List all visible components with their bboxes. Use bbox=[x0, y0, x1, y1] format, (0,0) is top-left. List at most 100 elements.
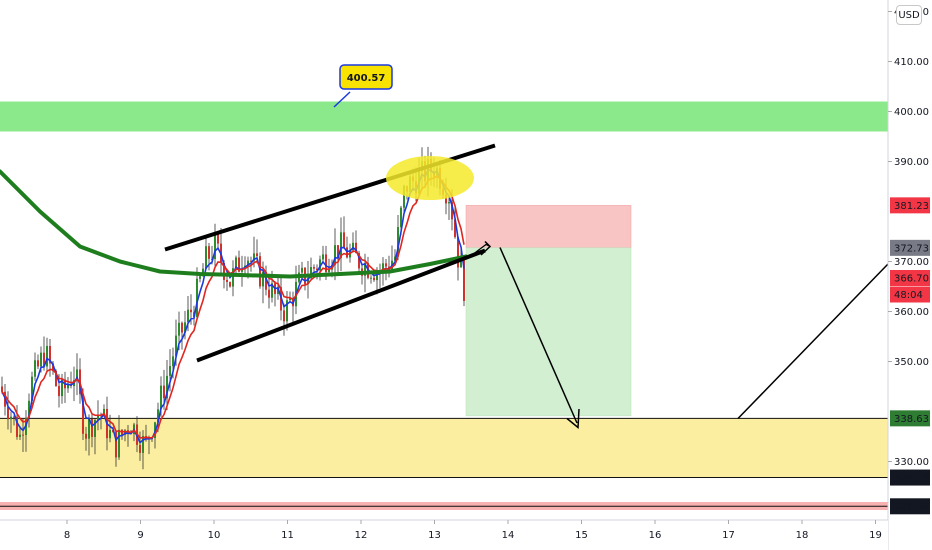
candle-body bbox=[403, 185, 405, 208]
candle-body bbox=[82, 394, 84, 434]
annotation-box bbox=[339, 64, 393, 90]
candle-body bbox=[328, 269, 330, 272]
candle-body bbox=[286, 300, 288, 322]
candle-body bbox=[283, 310, 285, 322]
price-label-badge bbox=[890, 286, 930, 303]
candle-body bbox=[214, 234, 216, 260]
price-tick-label: 410.00 bbox=[894, 57, 929, 68]
candle-body bbox=[307, 278, 309, 285]
stop-loss-box bbox=[465, 205, 632, 249]
candle-body bbox=[7, 406, 9, 420]
candle-body bbox=[301, 267, 303, 273]
candle-body bbox=[157, 409, 159, 423]
candle-body bbox=[226, 279, 228, 282]
candle-body bbox=[142, 436, 144, 453]
price-tick-label: 330.00 bbox=[894, 457, 929, 468]
candle-body bbox=[313, 267, 315, 269]
candle-body bbox=[160, 385, 162, 410]
candle-body bbox=[205, 246, 207, 269]
highlight-ellipse bbox=[386, 156, 474, 200]
candle-body bbox=[319, 259, 321, 271]
candle-body bbox=[67, 384, 69, 389]
time-tick-label: 12 bbox=[355, 530, 368, 541]
time-axis-bg bbox=[0, 520, 888, 550]
candle-body bbox=[385, 263, 387, 267]
indicator-lines-layer bbox=[0, 168, 468, 445]
price-axis[interactable]: 410.00 400.00 390.00 370.00 360.00 350.00 330.… bbox=[887, 0, 932, 550]
candle-body bbox=[13, 416, 15, 418]
candle-body bbox=[76, 369, 78, 381]
time-tick-label: 11 bbox=[281, 530, 294, 541]
candle-body bbox=[451, 202, 453, 220]
take-profit-box bbox=[465, 247, 632, 417]
candle-body bbox=[172, 356, 174, 367]
price-label-text: 366.70 bbox=[894, 274, 929, 285]
candle-body bbox=[325, 254, 327, 272]
candle-body bbox=[364, 263, 366, 276]
candle-body bbox=[97, 415, 99, 420]
ema-slow-line bbox=[1, 174, 465, 439]
candle-body bbox=[223, 262, 225, 280]
candle-body bbox=[46, 345, 48, 367]
time-tick-label: 16 bbox=[649, 530, 662, 541]
price-label-text: 48:04 bbox=[894, 290, 923, 301]
candle-body bbox=[61, 379, 63, 397]
candle-body bbox=[370, 277, 372, 279]
projection-arrow-head bbox=[566, 408, 580, 430]
price-label-badge bbox=[890, 270, 930, 286]
candle-body bbox=[187, 309, 189, 323]
candle-body bbox=[85, 433, 87, 439]
candle-body bbox=[334, 245, 336, 265]
candle-body bbox=[94, 419, 96, 437]
candle-body bbox=[265, 271, 267, 290]
price-tick-label: 370.00 bbox=[894, 257, 929, 268]
candle-body bbox=[316, 268, 318, 271]
currency-badge[interactable]: USD bbox=[896, 5, 922, 25]
candle-body bbox=[352, 242, 354, 251]
candle-body bbox=[31, 376, 33, 401]
candle-body bbox=[445, 194, 447, 204]
candle-body bbox=[460, 260, 462, 268]
candle-body bbox=[34, 360, 36, 377]
candle-body bbox=[217, 234, 219, 244]
candle-body bbox=[454, 219, 456, 238]
price-tick-label: 400.00 bbox=[894, 107, 929, 118]
time-tick-label: 19 bbox=[869, 530, 882, 541]
candle-body bbox=[52, 363, 54, 371]
candle-body bbox=[109, 430, 111, 439]
candle-body bbox=[457, 237, 459, 268]
time-tick-label: 14 bbox=[502, 530, 515, 541]
candle-body bbox=[181, 322, 183, 333]
annotation-text: 400.57 bbox=[347, 73, 386, 84]
candle-body bbox=[196, 278, 198, 318]
price-label-badge bbox=[890, 469, 930, 486]
candle-body bbox=[55, 370, 57, 386]
candle-body bbox=[256, 253, 258, 257]
candle-body bbox=[175, 335, 177, 357]
candle-body bbox=[37, 360, 39, 367]
projection-arrow-line bbox=[499, 247, 578, 424]
candle-body bbox=[88, 419, 90, 439]
candle-body bbox=[163, 385, 165, 399]
candle-body bbox=[289, 298, 291, 301]
price-label-text: 372.73 bbox=[894, 243, 929, 254]
candle-body bbox=[322, 254, 324, 260]
candle-body bbox=[1, 386, 3, 392]
time-axis[interactable]: 8 9 10 11 12 13 14 15 16 17 18 19 bbox=[0, 519, 888, 550]
candle-body bbox=[166, 375, 168, 399]
time-tick-label: 8 bbox=[64, 530, 70, 541]
candle-body bbox=[145, 436, 147, 438]
candle-body bbox=[169, 366, 171, 376]
candle-body bbox=[268, 289, 270, 298]
candle-body bbox=[346, 247, 348, 258]
channel-lower-line bbox=[196, 248, 486, 363]
candle-body bbox=[358, 253, 360, 269]
candle-body bbox=[19, 434, 21, 437]
price-tick-label: 350.00 bbox=[894, 357, 929, 368]
candle-body bbox=[208, 246, 210, 259]
time-tick-label: 15 bbox=[575, 530, 588, 541]
candle-body bbox=[253, 253, 255, 261]
candle-body bbox=[139, 444, 141, 453]
price-label-text: 321.04 bbox=[894, 502, 929, 513]
